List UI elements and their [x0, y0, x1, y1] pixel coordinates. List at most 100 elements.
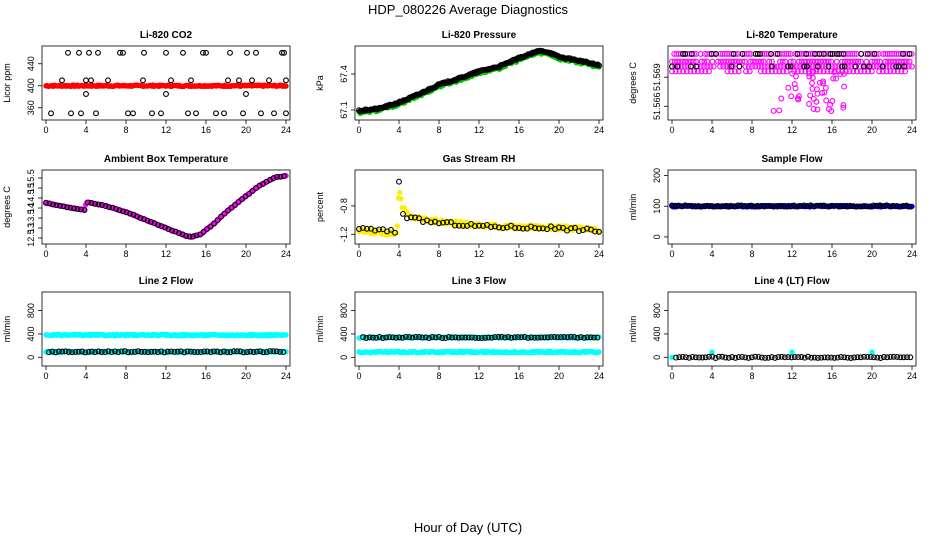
data-point — [704, 63, 711, 70]
data-point — [689, 353, 696, 360]
data-point — [207, 223, 214, 230]
data-point — [538, 334, 545, 341]
data-point — [95, 49, 101, 56]
data-point — [574, 334, 581, 341]
data-point — [108, 349, 115, 356]
y-tick-label: 67.1 — [339, 101, 349, 119]
data-point — [445, 334, 452, 340]
x-tick-label: 20 — [554, 371, 564, 381]
data-point — [459, 334, 465, 341]
data-point — [379, 335, 386, 341]
data-point — [715, 353, 722, 360]
x-tick-label: 0 — [43, 371, 48, 381]
data-point — [386, 334, 393, 341]
data-point — [442, 335, 449, 342]
data-point — [244, 349, 250, 356]
data-point — [596, 228, 602, 235]
data-point — [713, 50, 719, 57]
data-point — [220, 348, 227, 355]
data-point — [449, 334, 456, 341]
data-point — [123, 209, 130, 216]
data-point — [721, 203, 728, 210]
data-point — [755, 353, 762, 360]
plot-area — [43, 49, 289, 117]
data-point — [161, 349, 168, 356]
y-tick-label: 440 — [26, 56, 36, 71]
panel-title: Line 3 Flow — [452, 276, 507, 287]
figure-x-label: Hour of Day (UTC) — [414, 520, 522, 535]
data-point — [857, 68, 864, 75]
data-point — [465, 334, 472, 341]
plot-area — [43, 331, 289, 356]
data-point — [253, 49, 259, 56]
data-point — [732, 354, 739, 361]
data-point — [715, 203, 722, 210]
data-point — [784, 203, 791, 210]
data-point — [279, 49, 285, 56]
data-point — [765, 354, 772, 361]
data-point — [817, 202, 824, 209]
data-point — [46, 200, 53, 207]
data-point — [117, 49, 123, 56]
data-point — [850, 68, 857, 75]
data-point — [791, 81, 798, 88]
data-point — [69, 349, 76, 356]
data-point — [830, 202, 837, 209]
x-tick-label: 0 — [43, 249, 48, 259]
data-point — [581, 334, 588, 341]
data-point — [852, 63, 859, 70]
data-point — [544, 334, 551, 341]
data-point — [742, 354, 749, 361]
y-tick-label: 100 — [652, 199, 662, 214]
data-point — [179, 231, 186, 238]
plot-area — [356, 178, 602, 238]
y-tick-label: 400 — [26, 78, 36, 93]
data-point — [178, 348, 184, 355]
data-point — [860, 63, 867, 70]
data-point — [798, 354, 805, 360]
data-point — [592, 228, 598, 235]
data-point — [822, 85, 829, 91]
data-point — [221, 210, 228, 217]
data-point — [230, 348, 237, 355]
data-point — [810, 203, 817, 210]
data-point — [883, 68, 890, 75]
data-point — [906, 203, 913, 210]
panel-title: Li-820 CO2 — [140, 30, 193, 41]
data-point — [128, 348, 135, 355]
data-point — [827, 50, 834, 57]
y-tick-label: 200 — [652, 168, 662, 183]
data-point — [744, 202, 751, 209]
data-point — [672, 68, 679, 75]
data-point — [154, 349, 161, 356]
data-point — [432, 334, 439, 341]
data-point — [130, 211, 137, 218]
data-point — [789, 70, 796, 77]
data-point — [462, 334, 469, 341]
data-point — [774, 63, 781, 70]
x-tick-label: 8 — [436, 249, 441, 259]
data-point — [820, 80, 826, 87]
data-point — [59, 77, 65, 84]
data-point — [363, 335, 370, 341]
data-point — [722, 354, 729, 361]
data-point — [900, 354, 907, 361]
data-point — [847, 202, 854, 209]
y-tick-label: 13.5 — [26, 209, 36, 227]
data-point — [820, 202, 827, 209]
data-point — [728, 202, 735, 209]
data-point — [794, 68, 801, 75]
data-point — [746, 68, 753, 75]
data-point — [806, 73, 813, 80]
data-point — [733, 58, 740, 65]
data-point — [789, 349, 795, 355]
data-point — [596, 349, 602, 355]
data-point — [791, 202, 798, 209]
y-tick-label: 400 — [26, 326, 36, 341]
x-tick-label: 4 — [396, 249, 401, 259]
data-point — [218, 213, 224, 220]
data-point — [798, 68, 805, 75]
panel-5: Gas Stream RH percent 0 4 8 12 16 20 24 -1.2 -0.8 — [315, 154, 604, 259]
x-tick-label: 4 — [83, 371, 88, 381]
data-point — [768, 202, 774, 209]
